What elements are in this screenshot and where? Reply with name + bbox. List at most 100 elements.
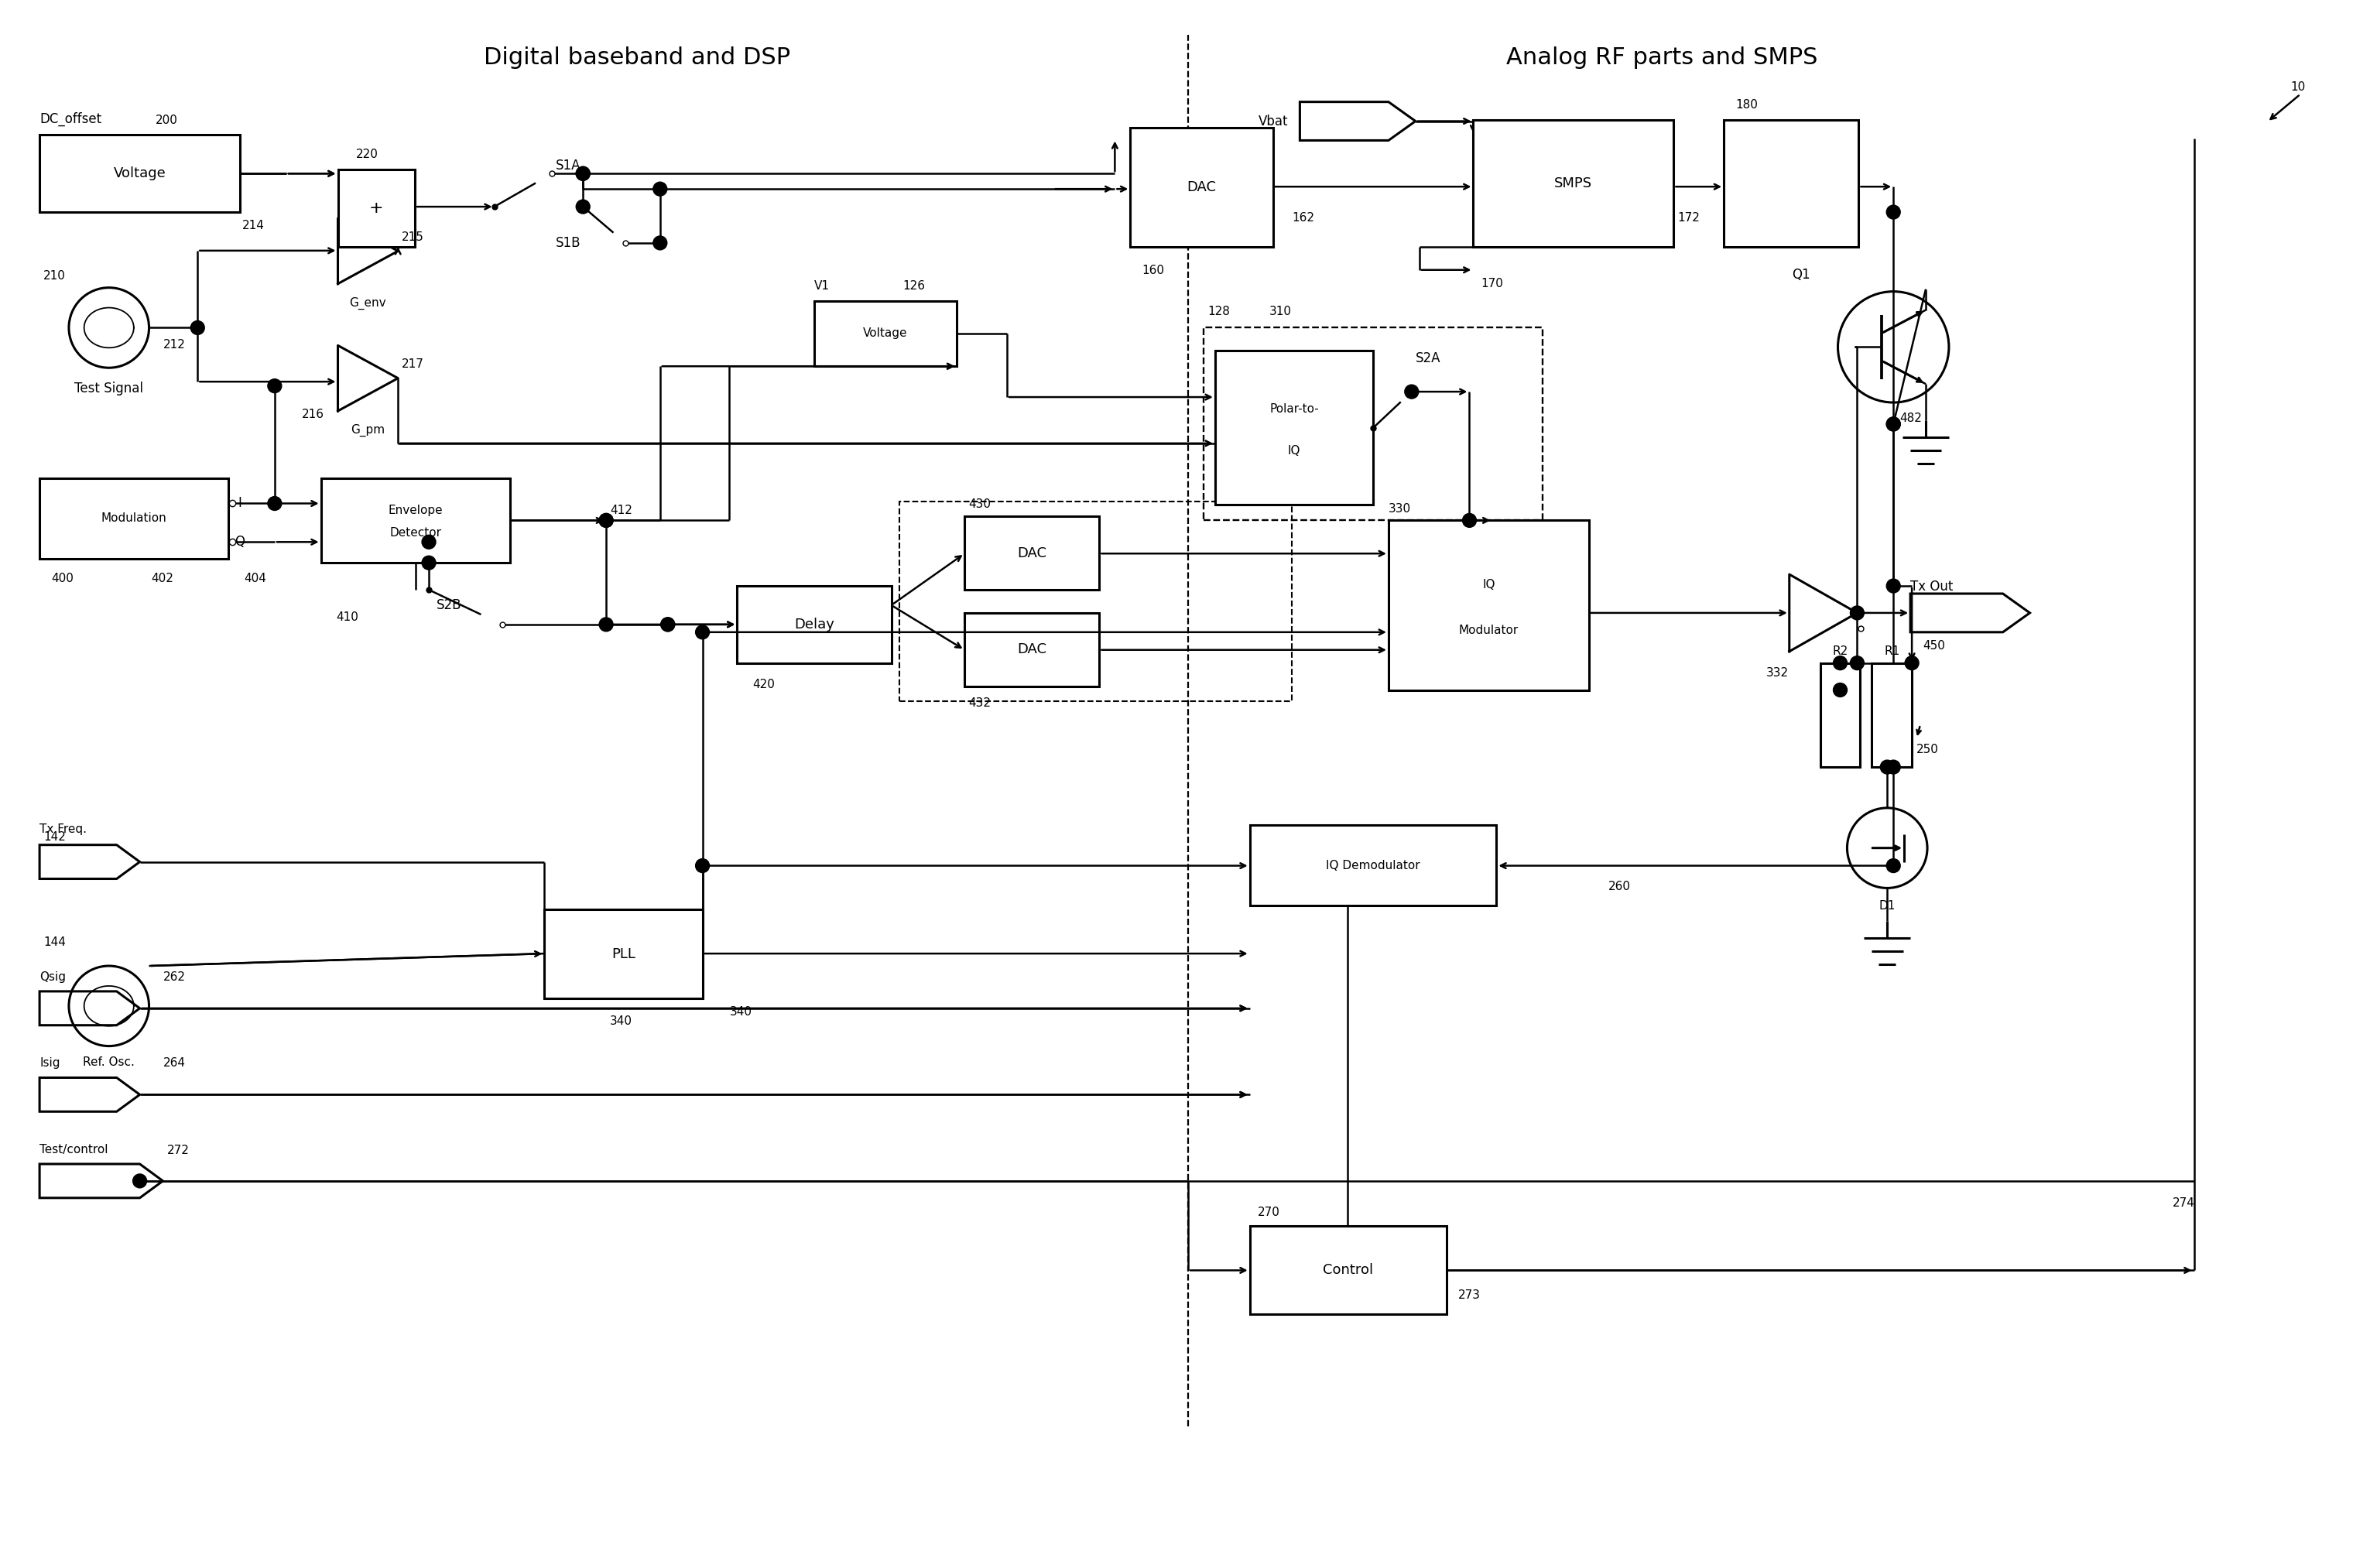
- Text: S1B: S1B: [557, 235, 581, 249]
- Text: 340: 340: [609, 1014, 633, 1027]
- Text: Qsig: Qsig: [40, 971, 66, 983]
- Text: Voltage: Voltage: [114, 166, 166, 180]
- Text: G_pm: G_pm: [351, 423, 384, 436]
- Text: 330: 330: [1389, 503, 1410, 514]
- Circle shape: [268, 379, 282, 394]
- Circle shape: [654, 237, 666, 249]
- Text: 420: 420: [754, 679, 775, 690]
- Polygon shape: [1789, 574, 1858, 651]
- Text: Delay: Delay: [794, 618, 834, 632]
- Text: S2B: S2B: [436, 599, 462, 612]
- Circle shape: [576, 199, 590, 213]
- Text: 450: 450: [1922, 640, 1946, 651]
- Circle shape: [661, 618, 675, 632]
- Text: Tx Freq.: Tx Freq.: [40, 823, 88, 834]
- Circle shape: [1851, 605, 1865, 619]
- Text: 180: 180: [1735, 99, 1759, 110]
- Text: Test Signal: Test Signal: [73, 381, 142, 395]
- Text: 482: 482: [1898, 412, 1922, 423]
- Circle shape: [1887, 579, 1901, 593]
- Circle shape: [1879, 760, 1894, 775]
- Text: Isig: Isig: [40, 1057, 59, 1069]
- Text: DAC: DAC: [1187, 180, 1216, 194]
- Circle shape: [1851, 655, 1865, 670]
- Text: Analog RF parts and SMPS: Analog RF parts and SMPS: [1507, 47, 1818, 69]
- Text: G_env: G_env: [348, 296, 386, 309]
- Text: 340: 340: [730, 1007, 751, 1018]
- Text: 220: 220: [356, 149, 377, 160]
- FancyBboxPatch shape: [1723, 119, 1858, 246]
- Circle shape: [1834, 655, 1846, 670]
- FancyBboxPatch shape: [1216, 351, 1372, 505]
- Text: 142: 142: [43, 831, 66, 842]
- Circle shape: [1887, 417, 1901, 431]
- FancyBboxPatch shape: [737, 586, 891, 663]
- Text: R1: R1: [1884, 644, 1901, 657]
- Circle shape: [576, 166, 590, 180]
- Text: 162: 162: [1292, 212, 1315, 224]
- Circle shape: [1405, 384, 1420, 398]
- Circle shape: [1887, 859, 1901, 873]
- Text: 272: 272: [166, 1145, 190, 1156]
- Text: DC_offset: DC_offset: [40, 111, 102, 125]
- FancyBboxPatch shape: [320, 478, 510, 563]
- FancyBboxPatch shape: [1389, 521, 1588, 690]
- Circle shape: [190, 321, 204, 334]
- Text: S1A: S1A: [557, 158, 581, 172]
- Text: 128: 128: [1206, 306, 1230, 318]
- Text: 273: 273: [1458, 1289, 1481, 1301]
- Text: Tx Out: Tx Out: [1910, 580, 1953, 594]
- Text: 432: 432: [969, 698, 991, 709]
- Text: 262: 262: [164, 971, 185, 983]
- Polygon shape: [339, 345, 398, 411]
- Text: 172: 172: [1678, 212, 1699, 224]
- Circle shape: [661, 618, 675, 632]
- Circle shape: [1462, 513, 1477, 527]
- Text: 332: 332: [1766, 666, 1789, 679]
- Text: +: +: [370, 201, 384, 216]
- Circle shape: [600, 513, 614, 527]
- FancyBboxPatch shape: [1820, 663, 1860, 767]
- Text: D1: D1: [1879, 900, 1896, 913]
- Text: 264: 264: [164, 1057, 185, 1069]
- Text: DAC: DAC: [1017, 643, 1048, 657]
- FancyBboxPatch shape: [965, 613, 1100, 687]
- Circle shape: [600, 513, 614, 527]
- Text: 214: 214: [242, 220, 265, 232]
- Circle shape: [133, 1174, 147, 1189]
- FancyBboxPatch shape: [339, 169, 415, 246]
- Text: 170: 170: [1481, 278, 1503, 289]
- Text: 410: 410: [337, 612, 358, 622]
- Polygon shape: [339, 218, 398, 284]
- FancyBboxPatch shape: [545, 909, 702, 999]
- Circle shape: [422, 535, 436, 549]
- Text: Q1: Q1: [1792, 268, 1811, 282]
- Text: 412: 412: [609, 505, 633, 516]
- FancyBboxPatch shape: [1130, 127, 1273, 246]
- Text: IQ: IQ: [1481, 579, 1495, 591]
- Text: Modulator: Modulator: [1460, 624, 1519, 637]
- Text: 210: 210: [43, 270, 66, 282]
- Text: 250: 250: [1917, 743, 1939, 756]
- Text: 260: 260: [1609, 881, 1631, 892]
- Text: 274: 274: [2173, 1196, 2195, 1209]
- Text: 217: 217: [403, 359, 424, 370]
- Text: 310: 310: [1268, 306, 1292, 318]
- FancyBboxPatch shape: [40, 478, 228, 558]
- Circle shape: [694, 859, 709, 873]
- Text: 215: 215: [403, 232, 424, 243]
- Text: Envelope: Envelope: [389, 505, 443, 516]
- Text: Polar-to-: Polar-to-: [1270, 403, 1318, 416]
- Text: IQ Demodulator: IQ Demodulator: [1325, 859, 1420, 872]
- FancyBboxPatch shape: [40, 135, 239, 212]
- Text: Q: Q: [235, 535, 244, 549]
- Text: Vbat: Vbat: [1258, 114, 1289, 129]
- FancyBboxPatch shape: [1216, 351, 1372, 505]
- Text: DAC: DAC: [1017, 546, 1048, 560]
- Text: Digital baseband and DSP: Digital baseband and DSP: [483, 47, 789, 69]
- FancyBboxPatch shape: [1474, 119, 1673, 246]
- Text: 10: 10: [2289, 82, 2306, 93]
- Circle shape: [600, 618, 614, 632]
- Text: 144: 144: [43, 936, 66, 949]
- Text: SMPS: SMPS: [1555, 176, 1593, 190]
